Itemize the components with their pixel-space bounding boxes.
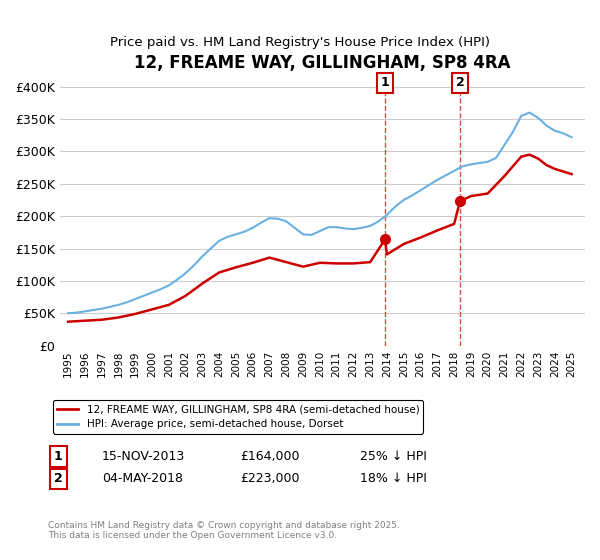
Text: Contains HM Land Registry data © Crown copyright and database right 2025.
This d: Contains HM Land Registry data © Crown c… bbox=[48, 521, 400, 540]
Text: £164,000: £164,000 bbox=[240, 450, 299, 463]
Text: 1: 1 bbox=[380, 76, 389, 89]
Text: 25% ↓ HPI: 25% ↓ HPI bbox=[360, 450, 427, 463]
Text: 18% ↓ HPI: 18% ↓ HPI bbox=[360, 472, 427, 486]
Legend: 12, FREAME WAY, GILLINGHAM, SP8 4RA (semi-detached house), HPI: Average price, s: 12, FREAME WAY, GILLINGHAM, SP8 4RA (sem… bbox=[53, 400, 424, 433]
Text: 15-NOV-2013: 15-NOV-2013 bbox=[102, 450, 185, 463]
Text: 04-MAY-2018: 04-MAY-2018 bbox=[102, 472, 183, 486]
Text: Price paid vs. HM Land Registry's House Price Index (HPI): Price paid vs. HM Land Registry's House … bbox=[110, 36, 490, 49]
Title: 12, FREAME WAY, GILLINGHAM, SP8 4RA: 12, FREAME WAY, GILLINGHAM, SP8 4RA bbox=[134, 54, 511, 72]
Text: £223,000: £223,000 bbox=[240, 472, 299, 486]
Text: 2: 2 bbox=[455, 76, 464, 89]
Text: 1: 1 bbox=[54, 450, 63, 463]
Text: 2: 2 bbox=[54, 472, 63, 486]
